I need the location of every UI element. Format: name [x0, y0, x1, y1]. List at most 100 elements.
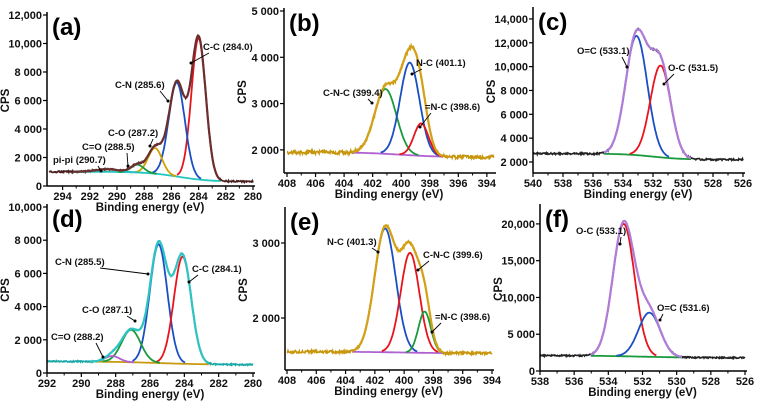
panel-label: (a)	[52, 14, 81, 41]
envelope-fit-line	[352, 224, 444, 354]
x-tick-label: 528	[704, 178, 722, 190]
peak-annotation: N-C (401.3)	[327, 237, 377, 248]
y-tick-label: 12,000	[8, 10, 42, 22]
x-axis-label: Binding energy (eV)	[335, 189, 444, 201]
x-tick-label: 284	[189, 191, 208, 203]
peak-annotation: N-C (401.1)	[416, 58, 466, 69]
arrow-head	[126, 164, 130, 168]
envelope-fit-line	[590, 219, 683, 358]
x-tick-label: 286	[141, 378, 159, 390]
y-tick-label: 10,000	[494, 62, 528, 74]
peak-curve-2	[134, 147, 177, 177]
peak-annotation: C-N (285.5)	[55, 257, 105, 268]
x-tick-label: 404	[336, 375, 355, 387]
arrow-head	[430, 330, 434, 334]
peak-annotation: C-N-C (399.6)	[423, 250, 483, 261]
y-tick-label: 3 000	[252, 238, 280, 250]
raw-data-line	[532, 27, 744, 162]
y-tick-label: 5 000	[251, 6, 279, 18]
arrow-head	[148, 144, 152, 148]
arrow-head	[418, 125, 422, 129]
annotation-arrow	[95, 342, 104, 358]
raw-data-line	[286, 223, 493, 358]
x-tick-label: 282	[209, 378, 227, 390]
peak-annotation: O=C (533.1)	[577, 46, 630, 57]
arrow-head	[189, 61, 193, 65]
y-tick-label: 2 000	[14, 335, 42, 347]
peak-curve-2	[399, 122, 443, 158]
y-tick-label: 6 000	[14, 96, 42, 108]
peak-annotation: C-O (287.1)	[82, 305, 132, 316]
panel-e: 408 406 404 402 400 398 396 394 2 000 3 000 Bindin…	[238, 207, 502, 398]
y-tick-label: 5 000	[507, 329, 535, 341]
y-tick-label: 15,000	[501, 256, 535, 268]
panel-d: 292 290 288 286 284 282 280 0 2 000 4 000 6 000 8 0…	[0, 202, 262, 401]
y-tick-label: 10,000	[8, 39, 42, 51]
y-axis-label: CPS	[486, 79, 498, 103]
y-tick-label: 14,000	[494, 14, 528, 26]
panel-label: (b)	[289, 10, 320, 37]
envelope-fit-line	[72, 34, 221, 181]
panel-f: 538 536 534 532 530 528 526 0 5 000 10,000 15,000 2…	[493, 204, 754, 399]
y-axis-label: CPS	[493, 277, 505, 301]
x-tick-label: 400	[395, 375, 413, 387]
x-axis-label: Binding energy (eV)	[584, 189, 693, 201]
peak-annotation: O-C (531.5)	[668, 63, 718, 74]
panel-c: 540 538 536 534 532 530 528 526 2 000 4 000 6 000 8…	[486, 7, 752, 201]
y-tick-label: 0	[36, 368, 42, 380]
x-tick-label: 402	[363, 178, 381, 190]
x-tick-label: 282	[217, 191, 235, 203]
x-tick-label: 406	[307, 375, 325, 387]
background-line	[352, 151, 443, 158]
peak-annotation: C-N (285.6)	[115, 80, 165, 91]
peak-annotation: pi-pi (290.7)	[53, 155, 106, 166]
y-tick-label: 2 000	[14, 153, 42, 165]
background-line	[72, 170, 221, 182]
x-tick-label: 400	[392, 178, 410, 190]
y-axis-label: CPS	[0, 278, 12, 302]
arrow-head	[99, 169, 103, 173]
peak-annotation: =N-C (398.6)	[435, 312, 490, 323]
arrow-head	[658, 318, 662, 322]
y-tick-label: 6 000	[500, 109, 528, 121]
arrow-head	[146, 272, 150, 276]
y-tick-label: 0	[529, 366, 535, 378]
x-tick-label: 280	[244, 191, 262, 203]
x-tick-label: 532	[633, 376, 651, 388]
x-tick-label: 526	[736, 376, 754, 388]
panel-a: 294 292 290 288 286 284 282 280 0 2 000 4 000 6 000…	[0, 10, 262, 214]
peak-annotation: C-O (287.2)	[108, 128, 158, 139]
x-tick-label: 534	[599, 376, 618, 388]
x-axis-label: Binding energy (eV)	[334, 386, 443, 398]
peak-annotation: O=C (531.6)	[657, 303, 710, 314]
annotation-arrow	[99, 267, 149, 275]
arrow-head	[416, 268, 420, 272]
y-tick-label: 12,000	[494, 38, 528, 50]
x-axis-label: Binding energy (eV)	[96, 389, 205, 401]
peak-annotation: C-C (284.1)	[192, 264, 242, 275]
x-tick-label: 528	[702, 376, 720, 388]
x-tick-label: 534	[614, 178, 633, 190]
x-tick-label: 288	[106, 378, 124, 390]
panel-label: (f)	[545, 206, 569, 233]
peak-annotation: C=O (288.5)	[82, 142, 135, 153]
x-tick-label: 294	[53, 191, 72, 203]
background-line	[603, 152, 692, 161]
x-tick-label: 408	[278, 178, 296, 190]
envelope-fit-line	[603, 28, 692, 160]
peak-annotation: O-C (533.1)	[576, 226, 626, 237]
peak-curve-0	[590, 222, 657, 357]
x-tick-label: 292	[81, 191, 99, 203]
y-tick-label: 8 000	[14, 235, 42, 247]
x-tick-label: 280	[244, 378, 262, 390]
x-tick-label: 526	[734, 178, 752, 190]
y-tick-label: 6 000	[14, 268, 42, 280]
x-tick-label: 530	[667, 376, 685, 388]
x-tick-label: 292	[38, 378, 56, 390]
x-tick-label: 540	[524, 178, 542, 190]
x-tick-label: 284	[175, 378, 194, 390]
peak-annotation: C-N-C (399.4)	[323, 88, 383, 99]
arrow-head	[133, 319, 137, 323]
arrow-head	[166, 99, 170, 103]
